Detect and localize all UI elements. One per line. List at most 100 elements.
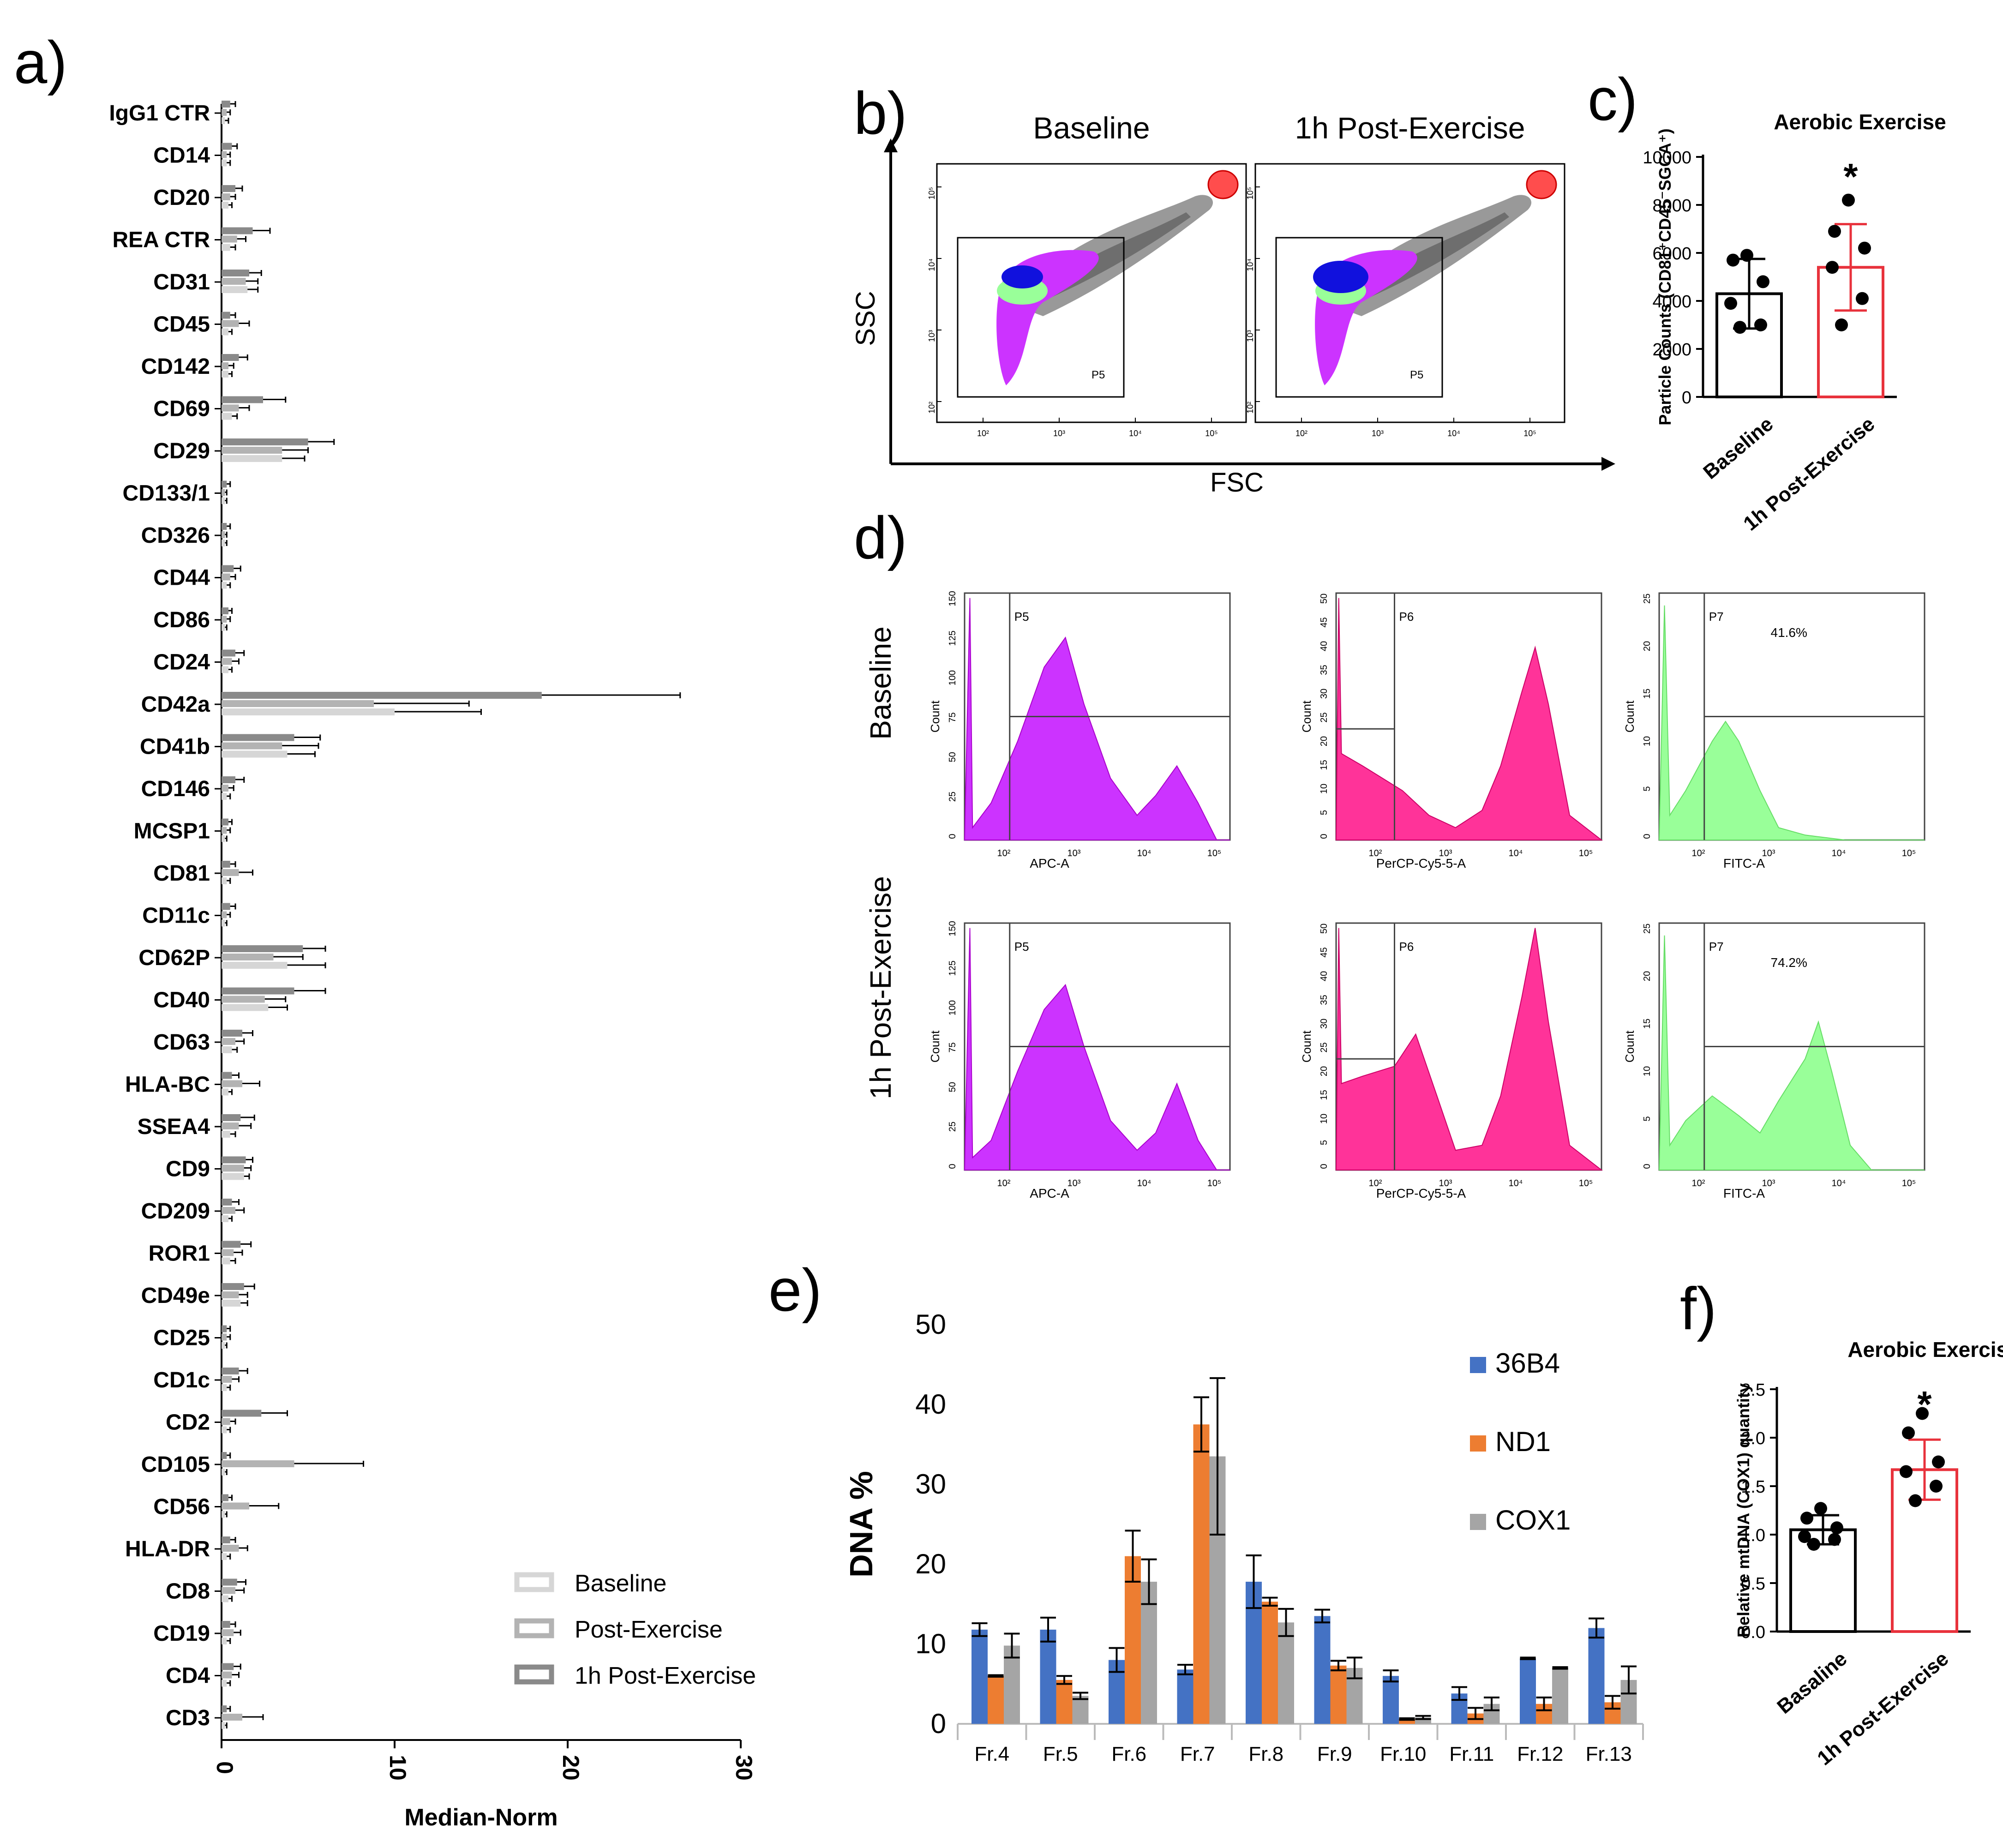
f-y-tick-label: 0.0 bbox=[1741, 1623, 1765, 1642]
a-bar bbox=[222, 1511, 225, 1518]
b-y-axis-label: SSC bbox=[851, 291, 881, 346]
f-data-point bbox=[1909, 1494, 1922, 1507]
a-bar bbox=[222, 480, 227, 488]
e-bar bbox=[1125, 1556, 1141, 1724]
a-bar bbox=[222, 109, 227, 116]
d-x-tick-label: 10⁴ bbox=[1832, 848, 1846, 858]
d-gate-label: P5 bbox=[1014, 610, 1029, 624]
c-y-tick-label: 6000 bbox=[1652, 244, 1691, 264]
d-x-tick-label: 10³ bbox=[1762, 848, 1775, 858]
d-y-tick-label: 15 bbox=[1642, 1019, 1652, 1029]
d-x-tick-label: 10³ bbox=[1439, 848, 1452, 858]
a-category-label: CD142 bbox=[141, 354, 210, 379]
f-significance-star: * bbox=[1917, 1384, 1932, 1425]
a-bar bbox=[222, 1384, 227, 1391]
a-bar bbox=[222, 649, 235, 657]
d-histogram-area bbox=[964, 928, 1230, 1170]
c-y-tick-label: 10000 bbox=[1643, 148, 1691, 168]
a-bar bbox=[222, 962, 288, 969]
a-bar bbox=[222, 1376, 232, 1383]
e-legend-label: COX1 bbox=[1495, 1505, 1571, 1536]
e-x-tick-label: Fr.6 bbox=[1111, 1743, 1146, 1765]
a-bar bbox=[222, 1671, 232, 1679]
b-x-tick-label: 10⁴ bbox=[1447, 429, 1460, 438]
e-y-tick-label: 30 bbox=[915, 1469, 946, 1500]
a-bar bbox=[222, 818, 228, 826]
e-y-tick-label: 10 bbox=[915, 1628, 946, 1659]
a-bar bbox=[222, 1241, 241, 1248]
a-category-label: CD1c bbox=[153, 1368, 210, 1392]
d-y-axis-label: Count bbox=[928, 1030, 942, 1062]
a-bar bbox=[222, 1257, 230, 1265]
e-bar bbox=[1193, 1424, 1210, 1724]
d-y-tick-label: 15 bbox=[1319, 760, 1329, 770]
d-y-tick-label: 10 bbox=[1319, 784, 1329, 794]
a-bar bbox=[222, 869, 239, 876]
d-x-tick-label: 10⁵ bbox=[1579, 848, 1593, 858]
a-x-tick-label: 20 bbox=[558, 1755, 584, 1781]
f-data-point bbox=[1916, 1407, 1929, 1420]
f-data-point bbox=[1807, 1538, 1820, 1551]
a-bar bbox=[222, 1156, 246, 1164]
a-category-label: CD24 bbox=[153, 650, 210, 675]
a-category-label: SSEA4 bbox=[138, 1115, 210, 1139]
a-bar bbox=[222, 1629, 234, 1636]
panel-label-c: c) bbox=[1588, 66, 1637, 133]
d-y-tick-label: 40 bbox=[1319, 641, 1329, 651]
a-bar bbox=[222, 1460, 294, 1467]
a-bar bbox=[222, 785, 228, 792]
a-bar bbox=[222, 708, 395, 715]
c-significance-star: * bbox=[1843, 156, 1858, 197]
a-bar bbox=[222, 1004, 269, 1011]
d-row-label: 1h Post-Exercise bbox=[864, 876, 897, 1099]
a-bar bbox=[222, 1291, 239, 1298]
d-x-tick-label: 10² bbox=[997, 848, 1011, 858]
a-legend-swatch bbox=[514, 1664, 554, 1685]
e-y-tick-label: 0 bbox=[931, 1708, 946, 1739]
f-data-point bbox=[1932, 1455, 1945, 1469]
d-x-tick-label: 10⁴ bbox=[1137, 848, 1151, 858]
d-y-tick-label: 75 bbox=[948, 1042, 958, 1052]
d-y-axis-label: Count bbox=[928, 700, 942, 732]
c-y-tick-label: 2000 bbox=[1652, 340, 1691, 360]
d-y-tick-label: 45 bbox=[1319, 947, 1329, 957]
a-bar bbox=[222, 624, 225, 631]
a-category-label: CD25 bbox=[153, 1326, 210, 1350]
a-bar bbox=[222, 750, 288, 758]
e-x-tick-label: Fr.12 bbox=[1517, 1743, 1563, 1765]
d-x-axis-label: PerCP-Cy5-5-A bbox=[1376, 1186, 1466, 1200]
a-bar bbox=[222, 101, 230, 108]
a-bar bbox=[222, 1426, 227, 1434]
b-plot-title: 1h Post-Exercise bbox=[1295, 111, 1525, 145]
d-y-tick-label: 20 bbox=[1642, 641, 1652, 651]
d-x-tick-label: 10² bbox=[1692, 848, 1705, 858]
a-bar bbox=[222, 1595, 228, 1602]
a-bar bbox=[222, 278, 246, 285]
a-category-label: CD63 bbox=[153, 1030, 210, 1055]
d-y-tick-label: 100 bbox=[948, 1000, 958, 1015]
d-y-tick-label: 20 bbox=[1319, 1066, 1329, 1076]
d-gate-label: P6 bbox=[1399, 610, 1414, 624]
a-bar bbox=[222, 573, 230, 581]
e-bar bbox=[1056, 1680, 1073, 1724]
f-title: Aerobic Exercise bbox=[1847, 1338, 2003, 1362]
d-x-tick-label: 10⁵ bbox=[1579, 1178, 1593, 1188]
c-title: Aerobic Exercise bbox=[1774, 110, 1946, 134]
d-histogram-area bbox=[1335, 928, 1603, 1170]
b-x-tick-label: 10⁵ bbox=[1523, 429, 1536, 438]
f-data-point bbox=[1828, 1533, 1841, 1546]
e-bar bbox=[1314, 1616, 1331, 1724]
d-y-tick-label: 25 bbox=[1319, 1042, 1329, 1052]
a-bar bbox=[222, 616, 227, 623]
e-y-tick-label: 50 bbox=[915, 1309, 946, 1340]
d-y-tick-label: 5 bbox=[1319, 810, 1329, 815]
a-bar bbox=[222, 1536, 230, 1543]
b-ssc-arrowhead bbox=[884, 138, 898, 152]
a-category-label: CD49e bbox=[141, 1284, 210, 1308]
c-y-tick-label: 0 bbox=[1682, 388, 1691, 408]
d-y-tick-label: 0 bbox=[948, 1164, 958, 1169]
f-y-tick-label: 0.5 bbox=[1741, 1574, 1765, 1594]
a-bar bbox=[222, 1663, 234, 1670]
a-bar bbox=[222, 903, 230, 910]
a-bar bbox=[222, 404, 239, 412]
